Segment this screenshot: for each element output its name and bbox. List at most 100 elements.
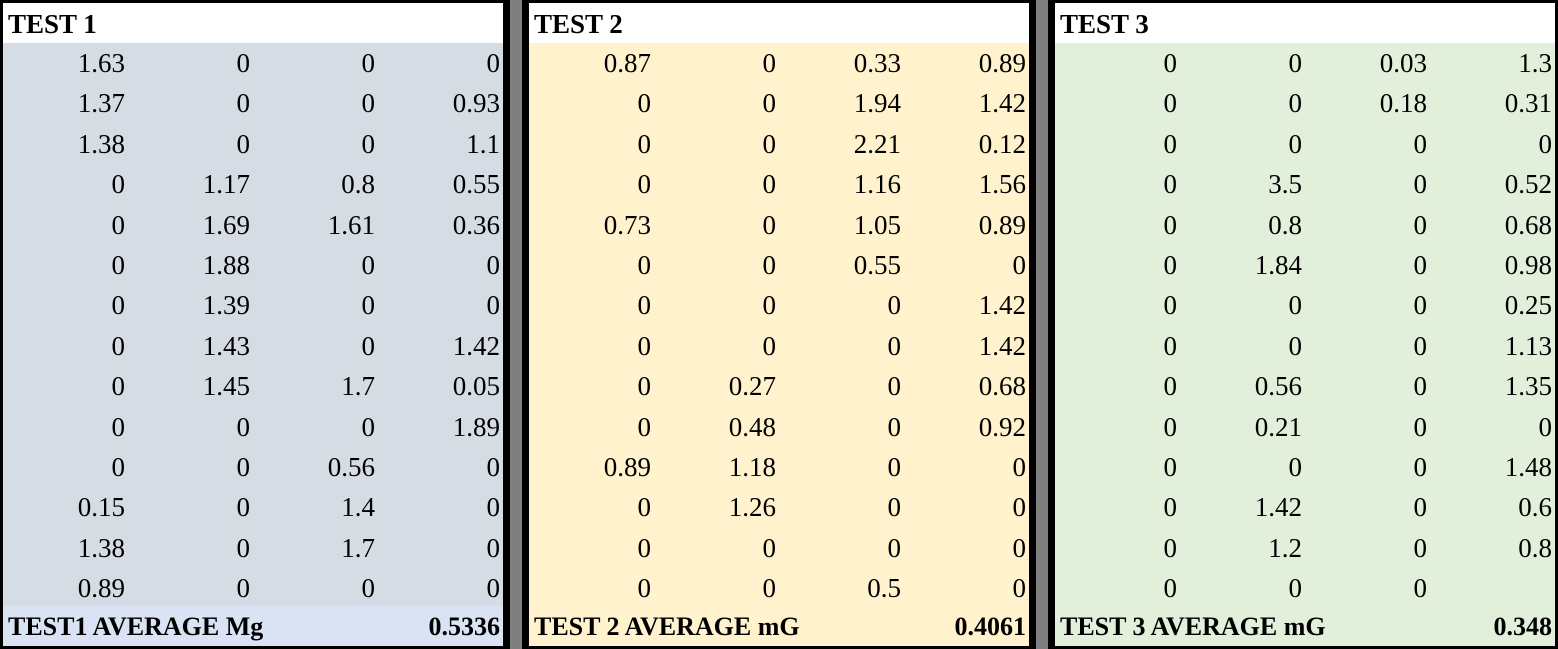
data-row: 0 0 2.21 0.12 xyxy=(529,123,1029,165)
value-cell: 0 xyxy=(111,290,126,321)
value-cell: 0 xyxy=(1163,169,1178,200)
average-value: 0.4061 xyxy=(954,612,1027,641)
value-cell: 0 xyxy=(361,573,376,604)
value-cell: 3.5 xyxy=(1268,169,1302,200)
value-cell: 0 xyxy=(637,492,652,523)
average-row: TEST 2 AVERAGE mG 0.4061 xyxy=(529,606,1029,646)
value-cell: 1.18 xyxy=(728,452,776,482)
value-cell: 0.6 xyxy=(1518,492,1552,523)
value-cell: 0 xyxy=(486,532,501,563)
value-cell: 0 xyxy=(637,88,652,119)
value-cell: 0.15 xyxy=(77,492,125,523)
data-row: 0 1.43 0 1.42 xyxy=(3,325,503,367)
value-cell: 0.73 xyxy=(603,209,651,240)
value-cell: 0 xyxy=(1163,209,1178,240)
value-cell: 0 xyxy=(1163,371,1178,402)
value-cell: 0.89 xyxy=(603,452,651,482)
value-cell: 0.87 xyxy=(603,48,651,78)
data-row: 0 0 0 1.13 xyxy=(1055,325,1555,367)
value-cell: 0 xyxy=(887,330,902,361)
value-cell: 0.36 xyxy=(452,209,500,240)
value-cell: 0 xyxy=(637,290,652,321)
data-row: 0 0 1.16 1.56 xyxy=(529,164,1029,205)
value-cell: 0.8 xyxy=(1518,532,1552,563)
data-row: 0 0.27 0 0.68 xyxy=(529,366,1029,407)
value-cell: 0 xyxy=(1288,330,1303,361)
value-cell: 0.55 xyxy=(452,169,500,200)
panel-title: TEST 1 xyxy=(3,3,503,43)
average-value: 0.5336 xyxy=(428,612,501,641)
value-cell: 0.89 xyxy=(978,209,1026,240)
value-cell: 1.94 xyxy=(853,88,901,119)
value-cell: 0 xyxy=(637,250,652,280)
data-row: 0 0 0 1.42 xyxy=(529,325,1029,367)
value-cell: 0 xyxy=(111,169,126,200)
value-cell: 0.89 xyxy=(978,48,1026,78)
value-cell: 0 xyxy=(762,250,777,280)
value-cell: 0 xyxy=(111,411,126,442)
value-cell: 0 xyxy=(887,532,902,563)
value-cell: 1.37 xyxy=(77,88,125,119)
value-cell: 0 xyxy=(637,330,652,361)
value-cell: 0.05 xyxy=(452,371,500,402)
data-row: 0 0 0 1.89 xyxy=(3,406,503,447)
value-cell: 0 xyxy=(887,452,902,482)
value-cell: 1.1 xyxy=(466,128,500,159)
value-cell: 1.7 xyxy=(341,371,375,402)
value-cell: 0 xyxy=(1413,330,1428,361)
value-cell: 0 xyxy=(1413,128,1428,159)
value-cell: 0 xyxy=(1163,411,1178,442)
data-row: 0 0 0.55 0 xyxy=(529,245,1029,286)
data-row: 0 1.2 0 0.8 xyxy=(1055,527,1555,569)
value-cell: 0 xyxy=(486,492,501,523)
value-cell: 0 xyxy=(486,250,501,280)
value-cell: 0 xyxy=(637,532,652,563)
data-row: 0 0.8 0 0.68 xyxy=(1055,204,1555,245)
value-cell: 0 xyxy=(486,290,501,321)
value-cell: 0 xyxy=(1413,250,1428,280)
value-cell: 0 xyxy=(111,250,126,280)
value-cell: 0 xyxy=(1413,209,1428,240)
value-cell: 1.05 xyxy=(853,209,901,240)
value-cell: 0 xyxy=(111,371,126,402)
value-cell: 1.42 xyxy=(452,330,500,361)
data-row: 0 0 0 0 xyxy=(529,527,1029,569)
value-cell: 1.16 xyxy=(853,169,901,200)
value-cell: 0 xyxy=(637,371,652,402)
value-cell: 0 xyxy=(1163,88,1178,119)
value-cell: 0 xyxy=(236,48,251,78)
value-cell: 0 xyxy=(887,492,902,523)
data-row: 0 0 0.18 0.31 xyxy=(1055,83,1555,124)
value-cell: 0 xyxy=(762,532,777,563)
value-cell: 0 xyxy=(762,573,777,604)
data-row: 1.37 0 0 0.93 xyxy=(3,83,503,124)
data-row: 0 0 0 1.42 xyxy=(529,285,1029,326)
value-cell: 1.89 xyxy=(452,411,500,442)
data-row: 0.87 0 0.33 0.89 xyxy=(529,43,1029,84)
value-cell: 0 xyxy=(1163,330,1178,361)
average-label: TEST 3 AVERAGE mG xyxy=(1060,612,1326,641)
value-cell: 1.43 xyxy=(202,330,250,361)
data-row: 0 0.21 0 0 xyxy=(1055,406,1555,447)
data-row: 0 0 1.94 1.42 xyxy=(529,83,1029,124)
value-cell: 0.8 xyxy=(1268,209,1302,240)
value-cell: 0 xyxy=(762,330,777,361)
value-cell: 1.63 xyxy=(77,48,125,78)
data-row: 0 0 0.56 0 xyxy=(3,447,503,488)
value-cell: 0 xyxy=(1288,452,1303,482)
value-cell: 0 xyxy=(361,128,376,159)
value-cell: 0.68 xyxy=(978,371,1026,402)
value-cell: 0 xyxy=(1413,290,1428,321)
value-cell: 0 xyxy=(361,411,376,442)
data-row: 0 1.45 1.7 0.05 xyxy=(3,366,503,407)
data-row: 0 0 0 0.25 xyxy=(1055,285,1555,326)
value-cell: 1.38 xyxy=(77,128,125,159)
value-cell: 0 xyxy=(486,452,501,482)
value-cell: 1.39 xyxy=(202,290,250,321)
value-cell: 0 xyxy=(236,573,251,604)
value-cell: 0 xyxy=(1012,250,1027,280)
empty-cell xyxy=(1430,568,1555,608)
value-cell: 0.25 xyxy=(1504,290,1552,321)
panel-title: TEST 2 xyxy=(529,3,1029,43)
panel-title: TEST 3 xyxy=(1055,3,1555,43)
